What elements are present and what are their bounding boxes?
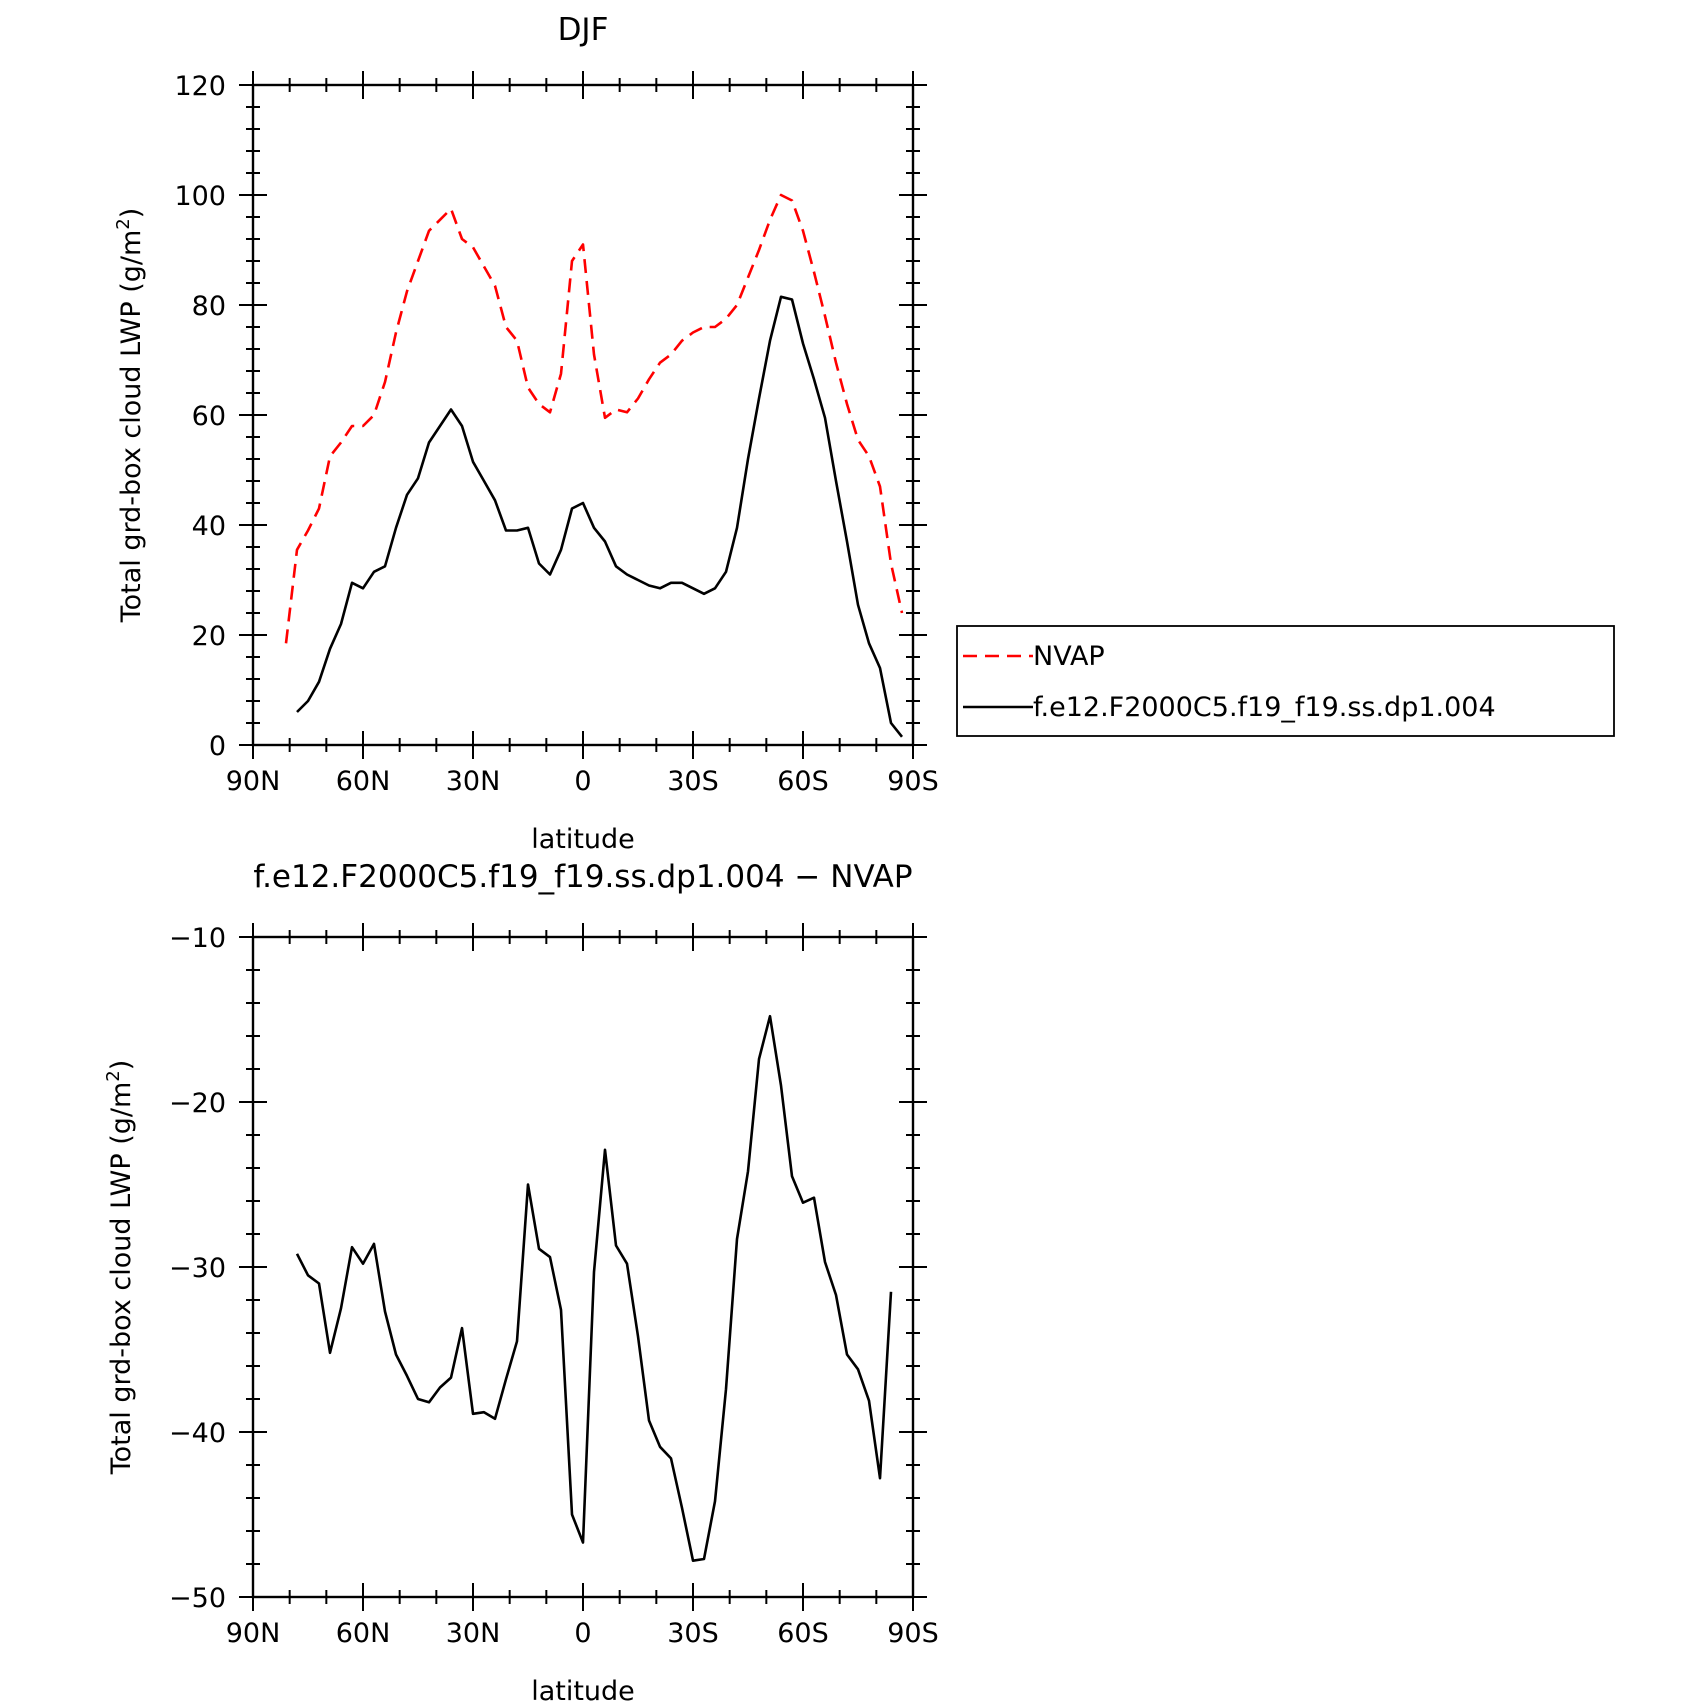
- y-axis-label: Total grd-box cloud LWP (g/m2): [113, 208, 147, 624]
- series-line-0: [284, 193, 904, 644]
- y-tick-label: −50: [169, 1583, 226, 1614]
- x-tick-label: 30S: [667, 766, 719, 797]
- y-tick-label: 80: [192, 291, 226, 322]
- panel-top: DJF 90N 60N 30N 0 30S 60S 90S 0 20 40 60 80 100 120 l…: [113, 12, 1615, 855]
- data-lines: [295, 1014, 893, 1562]
- x-tick-label: 60S: [777, 766, 829, 797]
- x-tick-label: 0: [574, 766, 591, 797]
- y-tick-label: −20: [169, 1088, 226, 1119]
- series-line-1: [296, 295, 904, 738]
- x-tick-label: 30S: [667, 1618, 719, 1649]
- x-tick-label: 90S: [887, 766, 939, 797]
- plot-frame: [251, 935, 915, 1599]
- legend: NVAP f.e12.F2000C5.f19_f19.ss.dp1.004: [956, 625, 1615, 737]
- legend-label-nvap: NVAP: [1033, 641, 1105, 672]
- chart-title: f.e12.F2000C5.f19_f19.ss.dp1.004 − NVAP: [253, 859, 912, 895]
- y-tick-label: −40: [169, 1418, 226, 1449]
- tick-labels: 90N 60N 30N 0 30S 60S 90S −50 −40 −30 −20 −10: [169, 923, 939, 1649]
- x-axis-label: latitude: [531, 1676, 635, 1707]
- y-tick-label: 100: [174, 181, 226, 212]
- x-tick-label: 90S: [887, 1618, 939, 1649]
- y-axis-ticks: [239, 923, 927, 1611]
- chart-title: DJF: [558, 12, 609, 48]
- x-tick-label: 60N: [336, 766, 391, 797]
- y-tick-label: 60: [192, 401, 226, 432]
- y-tick-label: 40: [192, 511, 226, 542]
- y-axis-label: Total grd-box cloud LWP (g/m2): [103, 1060, 137, 1476]
- y-tick-label: 120: [174, 71, 226, 102]
- x-tick-label: 30N: [446, 1618, 501, 1649]
- x-tick-label: 90N: [226, 1618, 281, 1649]
- legend-label-model: f.e12.F2000C5.f19_f19.ss.dp1.004: [1033, 692, 1496, 723]
- plot-frame: [251, 83, 915, 747]
- x-tick-label: 0: [574, 1618, 591, 1649]
- y-tick-label: −30: [169, 1253, 226, 1284]
- x-tick-label: 30N: [446, 766, 501, 797]
- tick-labels: 90N 60N 30N 0 30S 60S 90S 0 20 40 60 80 100 120: [174, 71, 938, 797]
- x-tick-label: 60N: [336, 1618, 391, 1649]
- x-axis-label: latitude: [531, 824, 635, 855]
- data-lines: [284, 193, 904, 738]
- x-tick-label: 60S: [777, 1618, 829, 1649]
- y-tick-label: −10: [169, 923, 226, 954]
- legend-box: [956, 625, 1615, 737]
- y-tick-label: 0: [209, 731, 226, 762]
- y-tick-label: 20: [192, 621, 226, 652]
- x-tick-label: 90N: [226, 766, 281, 797]
- panel-bottom: f.e12.F2000C5.f19_f19.ss.dp1.004 − NVAP …: [103, 859, 939, 1707]
- series-line-0: [295, 1014, 893, 1562]
